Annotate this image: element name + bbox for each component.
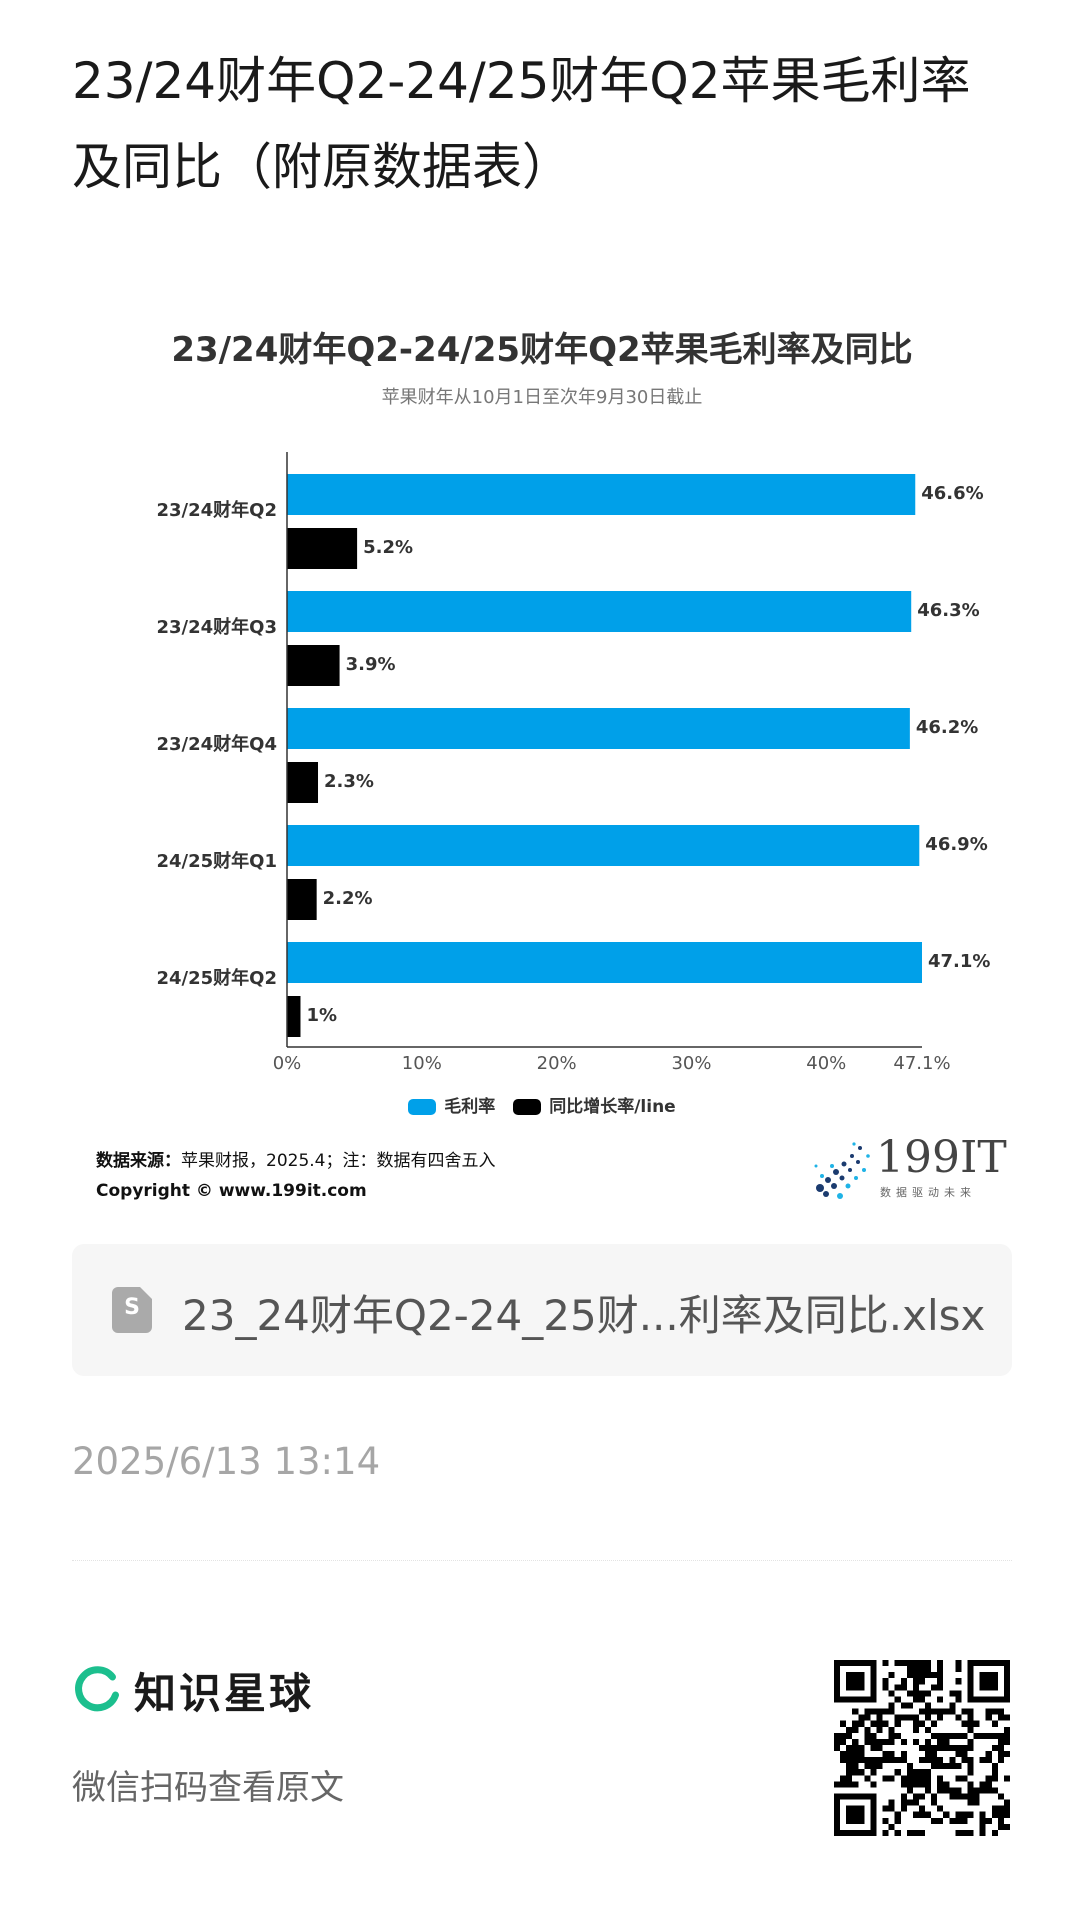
chart-subtitle: 苹果财年从10月1日至次年9月30日截止: [381, 387, 703, 408]
copyright-text: Copyright © www.199it.com: [96, 1181, 367, 1201]
x-tick-label: 30%: [671, 1053, 711, 1074]
data-label: 46.9%: [925, 834, 987, 855]
page-title: 23/24财年Q2-24/25财年Q2苹果毛利率及同比（附原数据表）: [72, 52, 971, 196]
data-label: 46.3%: [917, 600, 979, 621]
logo-text: 199IT: [876, 1132, 1007, 1183]
chart-source: 数据来源：苹果财报，2025.4；注：数据有四舍五入 Copyright © w…: [96, 1146, 495, 1206]
qr-modules: [834, 1660, 1010, 1836]
bar-gross-margin: [287, 591, 912, 632]
file-icon-letter: S: [124, 1295, 140, 1320]
legend-swatch-gross-margin: [408, 1099, 437, 1115]
data-label: 46.6%: [921, 483, 983, 504]
bar-chart: 23/24财年Q2 46.6% 5.2% 23/24财年Q3 46.3% 3.9% 23/2…: [157, 452, 990, 1074]
dots-logo-icon: [814, 1142, 870, 1199]
logo-199it: 199IT 数据驱动未来: [810, 1132, 1007, 1204]
bar-gross-margin: [287, 825, 920, 866]
spreadsheet-file-icon: S: [112, 1287, 152, 1333]
data-label: 3.9%: [346, 654, 396, 675]
data-label: 46.2%: [916, 717, 978, 738]
bar-yoy: [287, 879, 317, 920]
bar-gross-margin: [287, 708, 910, 749]
data-label: 2.2%: [323, 888, 373, 909]
bar-gross-margin: [287, 942, 922, 983]
category-label: 23/24财年Q3: [157, 616, 278, 638]
bar-yoy: [287, 645, 340, 686]
category-label: 24/25财年Q2: [157, 967, 278, 989]
category-label: 23/24财年Q2: [157, 499, 278, 521]
logo-tagline: 数据驱动未来: [880, 1186, 976, 1199]
legend-item-yoy: 同比增长率/line: [513, 1092, 676, 1117]
data-label: 5.2%: [363, 537, 413, 558]
category-label: 24/25财年Q1: [157, 850, 278, 872]
zhishi-xingqiu-logo-icon: [75, 1666, 119, 1712]
section-divider: [72, 1560, 1012, 1561]
bar-yoy: [287, 762, 319, 803]
chart-title: 23/24财年Q2-24/25财年Q2苹果毛利率及同比: [171, 330, 913, 370]
legend-label-gross-margin: 毛利率: [444, 1097, 496, 1117]
scan-hint: 微信扫码查看原文: [72, 1768, 344, 1808]
data-label: 2.3%: [324, 771, 374, 792]
attachment-file-name[interactable]: 23_24财年Q2-24_25财...利率及同比.xlsx: [182, 1291, 986, 1340]
x-tick-label: 20%: [537, 1053, 577, 1074]
bar-yoy: [287, 996, 301, 1037]
post-timestamp: 2025/6/13 13:14: [72, 1440, 381, 1483]
x-tick-label: 10%: [402, 1053, 442, 1074]
brand-name: 知识星球: [134, 1669, 315, 1718]
data-label: 47.1%: [928, 951, 990, 972]
legend-label-yoy: 同比增长率/line: [549, 1097, 676, 1117]
legend-item-gross-margin: 毛利率: [408, 1092, 495, 1117]
source-label: 数据来源：: [96, 1151, 181, 1171]
bar-gross-margin: [287, 474, 916, 515]
chart-card: 23/24财年Q2 46.6% 5.2% 23/24财年Q3 46.3% 3.9% 23/2…: [72, 300, 1012, 1201]
category-label: 23/24财年Q4: [157, 733, 278, 755]
source-text: 苹果财报，2025.4；注：数据有四舍五入: [181, 1151, 496, 1171]
legend-swatch-yoy: [513, 1099, 542, 1115]
x-tick-label: 0%: [273, 1053, 302, 1074]
chart-legend: 毛利率 同比增长率/line: [72, 1092, 1012, 1117]
x-tick-label: 40%: [806, 1053, 846, 1074]
bar-yoy: [287, 528, 358, 569]
x-tick-label: 47.1%: [893, 1053, 950, 1074]
data-label: 1%: [306, 1005, 337, 1026]
qr-code[interactable]: [834, 1660, 1010, 1836]
attachment-card[interactable]: S 23_24财年Q2-24_25财...利率及同比.xlsx: [72, 1244, 1012, 1376]
